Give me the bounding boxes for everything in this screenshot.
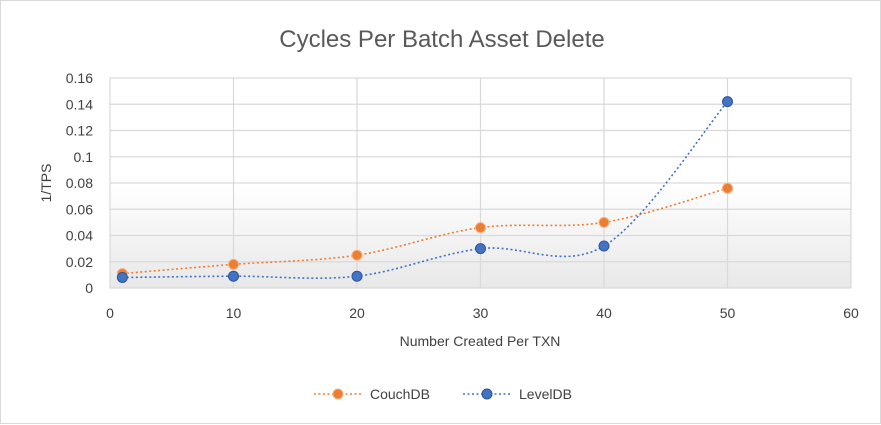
data-point-couchdb [598,216,610,228]
legend-marker-leveldb [481,388,493,400]
data-point-leveldb [598,240,610,252]
chart-title: Cycles Per Batch Asset Delete [279,26,604,53]
legend-item-couchdb: CouchDB [314,386,430,402]
data-point-couchdb [722,182,733,194]
data-point-couchdb [475,222,486,234]
legend-label-couchdb: CouchDB [370,386,430,402]
y-tick-label: 0.14 [66,96,93,112]
x-tick-label: 0 [106,305,114,321]
series-points [116,96,733,283]
legend-marker-couchdb [332,388,344,400]
y-tick-label: 0.02 [66,254,93,270]
legend: CouchDB LevelDB [314,386,572,402]
y-tick-label: 0.04 [66,228,93,244]
data-point-couchdb [351,249,363,261]
x-tick-label: 40 [596,305,612,321]
x-tick-label: 50 [720,305,736,321]
x-axis-label: Number Created Per TXN [400,333,561,349]
y-tick-label: 0 [85,280,93,296]
y-tick-label: 0.16 [66,70,93,86]
data-point-leveldb [351,270,363,282]
x-tick-label: 60 [843,305,859,321]
x-tick-labels: 0 10 20 30 40 50 60 [106,305,859,321]
y-tick-label: 0.08 [66,175,93,191]
y-tick-label: 0.06 [66,201,93,217]
data-point-leveldb [228,270,239,282]
x-tick-label: 20 [349,305,365,321]
y-tick-labels: 0 0.02 0.04 0.06 0.08 0.1 0.12 0.14 0.16 [66,70,93,296]
x-tick-label: 10 [226,305,242,321]
legend-label-leveldb: LevelDB [519,386,572,402]
legend-item-leveldb: LevelDB [463,386,572,402]
data-point-couchdb [228,258,239,270]
y-tick-label: 0.1 [74,149,94,165]
y-axis-label: 1/TPS [38,164,54,203]
data-point-leveldb [475,243,486,255]
x-tick-label: 30 [473,305,489,321]
data-point-leveldb [722,96,733,108]
y-tick-label: 0.12 [66,123,93,139]
data-point-leveldb [116,272,128,283]
